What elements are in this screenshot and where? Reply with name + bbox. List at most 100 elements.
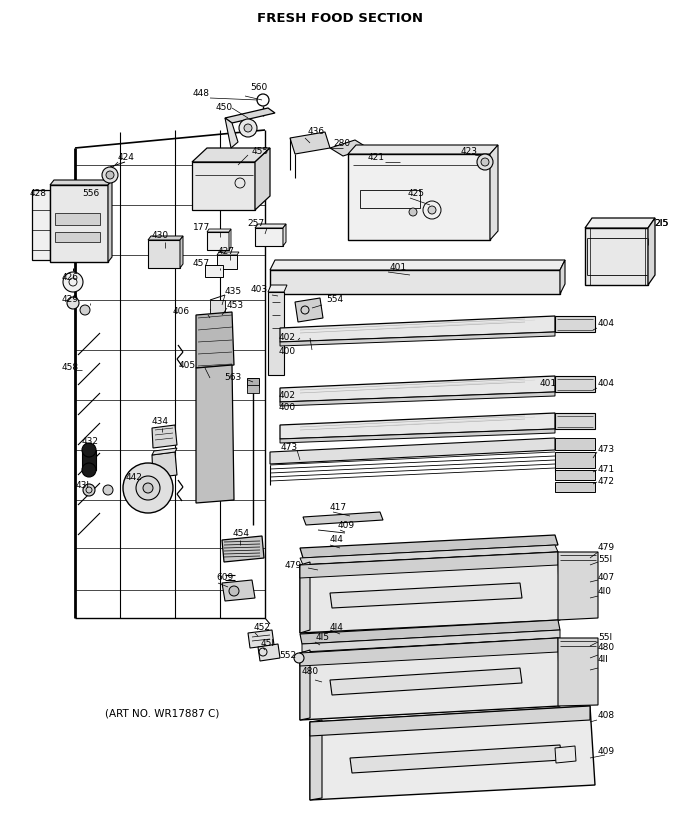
Bar: [205, 265, 223, 277]
Bar: [255, 228, 283, 246]
Circle shape: [102, 167, 118, 183]
Text: 452: 452: [254, 624, 271, 632]
Polygon shape: [152, 448, 177, 455]
Text: 479: 479: [285, 561, 302, 570]
Polygon shape: [300, 638, 560, 720]
Polygon shape: [50, 180, 112, 185]
Text: 4II: 4II: [598, 655, 609, 664]
Polygon shape: [268, 292, 284, 375]
Polygon shape: [196, 365, 234, 503]
Text: 405: 405: [179, 361, 196, 370]
Text: 402: 402: [279, 391, 296, 400]
Polygon shape: [300, 535, 558, 558]
Text: 177: 177: [192, 224, 210, 233]
Text: 424: 424: [118, 154, 135, 163]
Polygon shape: [192, 148, 270, 162]
Text: 43I: 43I: [76, 482, 90, 491]
Polygon shape: [303, 512, 383, 525]
Bar: [247, 378, 259, 387]
Circle shape: [83, 484, 95, 496]
Text: 427: 427: [218, 247, 235, 256]
Polygon shape: [180, 236, 183, 268]
Bar: [360, 190, 420, 208]
Text: 458: 458: [62, 364, 79, 373]
Polygon shape: [255, 224, 286, 228]
Text: 45I: 45I: [261, 640, 275, 649]
Circle shape: [67, 297, 79, 309]
Polygon shape: [555, 482, 595, 492]
Bar: [207, 232, 229, 250]
Polygon shape: [217, 252, 239, 255]
Text: 407: 407: [598, 574, 615, 583]
Polygon shape: [555, 452, 595, 468]
Text: 473: 473: [598, 445, 615, 454]
Polygon shape: [295, 298, 323, 322]
Text: 4I4: 4I4: [330, 536, 344, 545]
Polygon shape: [302, 630, 560, 652]
Polygon shape: [555, 376, 595, 392]
Circle shape: [477, 154, 493, 170]
Polygon shape: [280, 332, 555, 346]
Polygon shape: [225, 118, 238, 148]
Polygon shape: [300, 638, 558, 666]
Polygon shape: [280, 376, 555, 402]
Text: 421: 421: [368, 152, 385, 161]
Text: 554: 554: [326, 295, 343, 304]
Bar: [217, 255, 237, 269]
Circle shape: [80, 305, 90, 315]
Polygon shape: [196, 312, 234, 368]
Polygon shape: [280, 392, 555, 406]
Polygon shape: [555, 413, 595, 429]
Bar: [55, 213, 100, 225]
Text: FRESH FOOD SECTION: FRESH FOOD SECTION: [257, 11, 423, 24]
Text: 408: 408: [598, 711, 615, 720]
Text: 409: 409: [598, 747, 615, 756]
Text: 409: 409: [338, 520, 355, 529]
Polygon shape: [300, 552, 558, 578]
Text: 457: 457: [193, 260, 210, 269]
Text: 552: 552: [279, 650, 296, 659]
Circle shape: [136, 476, 160, 500]
Circle shape: [409, 208, 417, 216]
Bar: [247, 385, 259, 393]
Polygon shape: [585, 228, 648, 285]
Polygon shape: [490, 145, 498, 240]
Polygon shape: [300, 562, 310, 633]
Text: (ART NO. WR17887 C): (ART NO. WR17887 C): [105, 709, 220, 719]
Bar: [210, 300, 225, 314]
Polygon shape: [310, 720, 322, 800]
Text: 4I4: 4I4: [330, 624, 344, 632]
Polygon shape: [555, 746, 576, 763]
Text: 2I5: 2I5: [654, 218, 668, 227]
Text: 472: 472: [598, 478, 615, 487]
Polygon shape: [558, 552, 598, 620]
Text: 560: 560: [250, 84, 267, 93]
Text: 55I: 55I: [598, 632, 612, 641]
Polygon shape: [258, 644, 280, 661]
Text: 429: 429: [62, 295, 79, 304]
Text: 400: 400: [279, 347, 296, 356]
Polygon shape: [152, 452, 177, 478]
Text: 4I0: 4I0: [598, 588, 612, 597]
Polygon shape: [330, 668, 522, 695]
Polygon shape: [348, 154, 490, 240]
Text: 400: 400: [279, 404, 296, 413]
Text: 402: 402: [279, 334, 296, 343]
Polygon shape: [82, 450, 96, 470]
Text: 556: 556: [82, 189, 99, 198]
Circle shape: [239, 119, 257, 137]
Polygon shape: [310, 706, 590, 736]
Circle shape: [82, 463, 96, 477]
Text: 426: 426: [62, 273, 79, 282]
Polygon shape: [283, 224, 286, 246]
Text: 432: 432: [82, 436, 99, 445]
Text: 453: 453: [227, 300, 244, 309]
Text: 435: 435: [225, 287, 242, 295]
Polygon shape: [152, 425, 177, 448]
Text: 280: 280: [333, 138, 350, 147]
Text: 479: 479: [598, 544, 615, 553]
Polygon shape: [108, 180, 112, 262]
Text: 417: 417: [330, 504, 347, 513]
Polygon shape: [558, 638, 598, 706]
Text: 609: 609: [216, 574, 233, 583]
